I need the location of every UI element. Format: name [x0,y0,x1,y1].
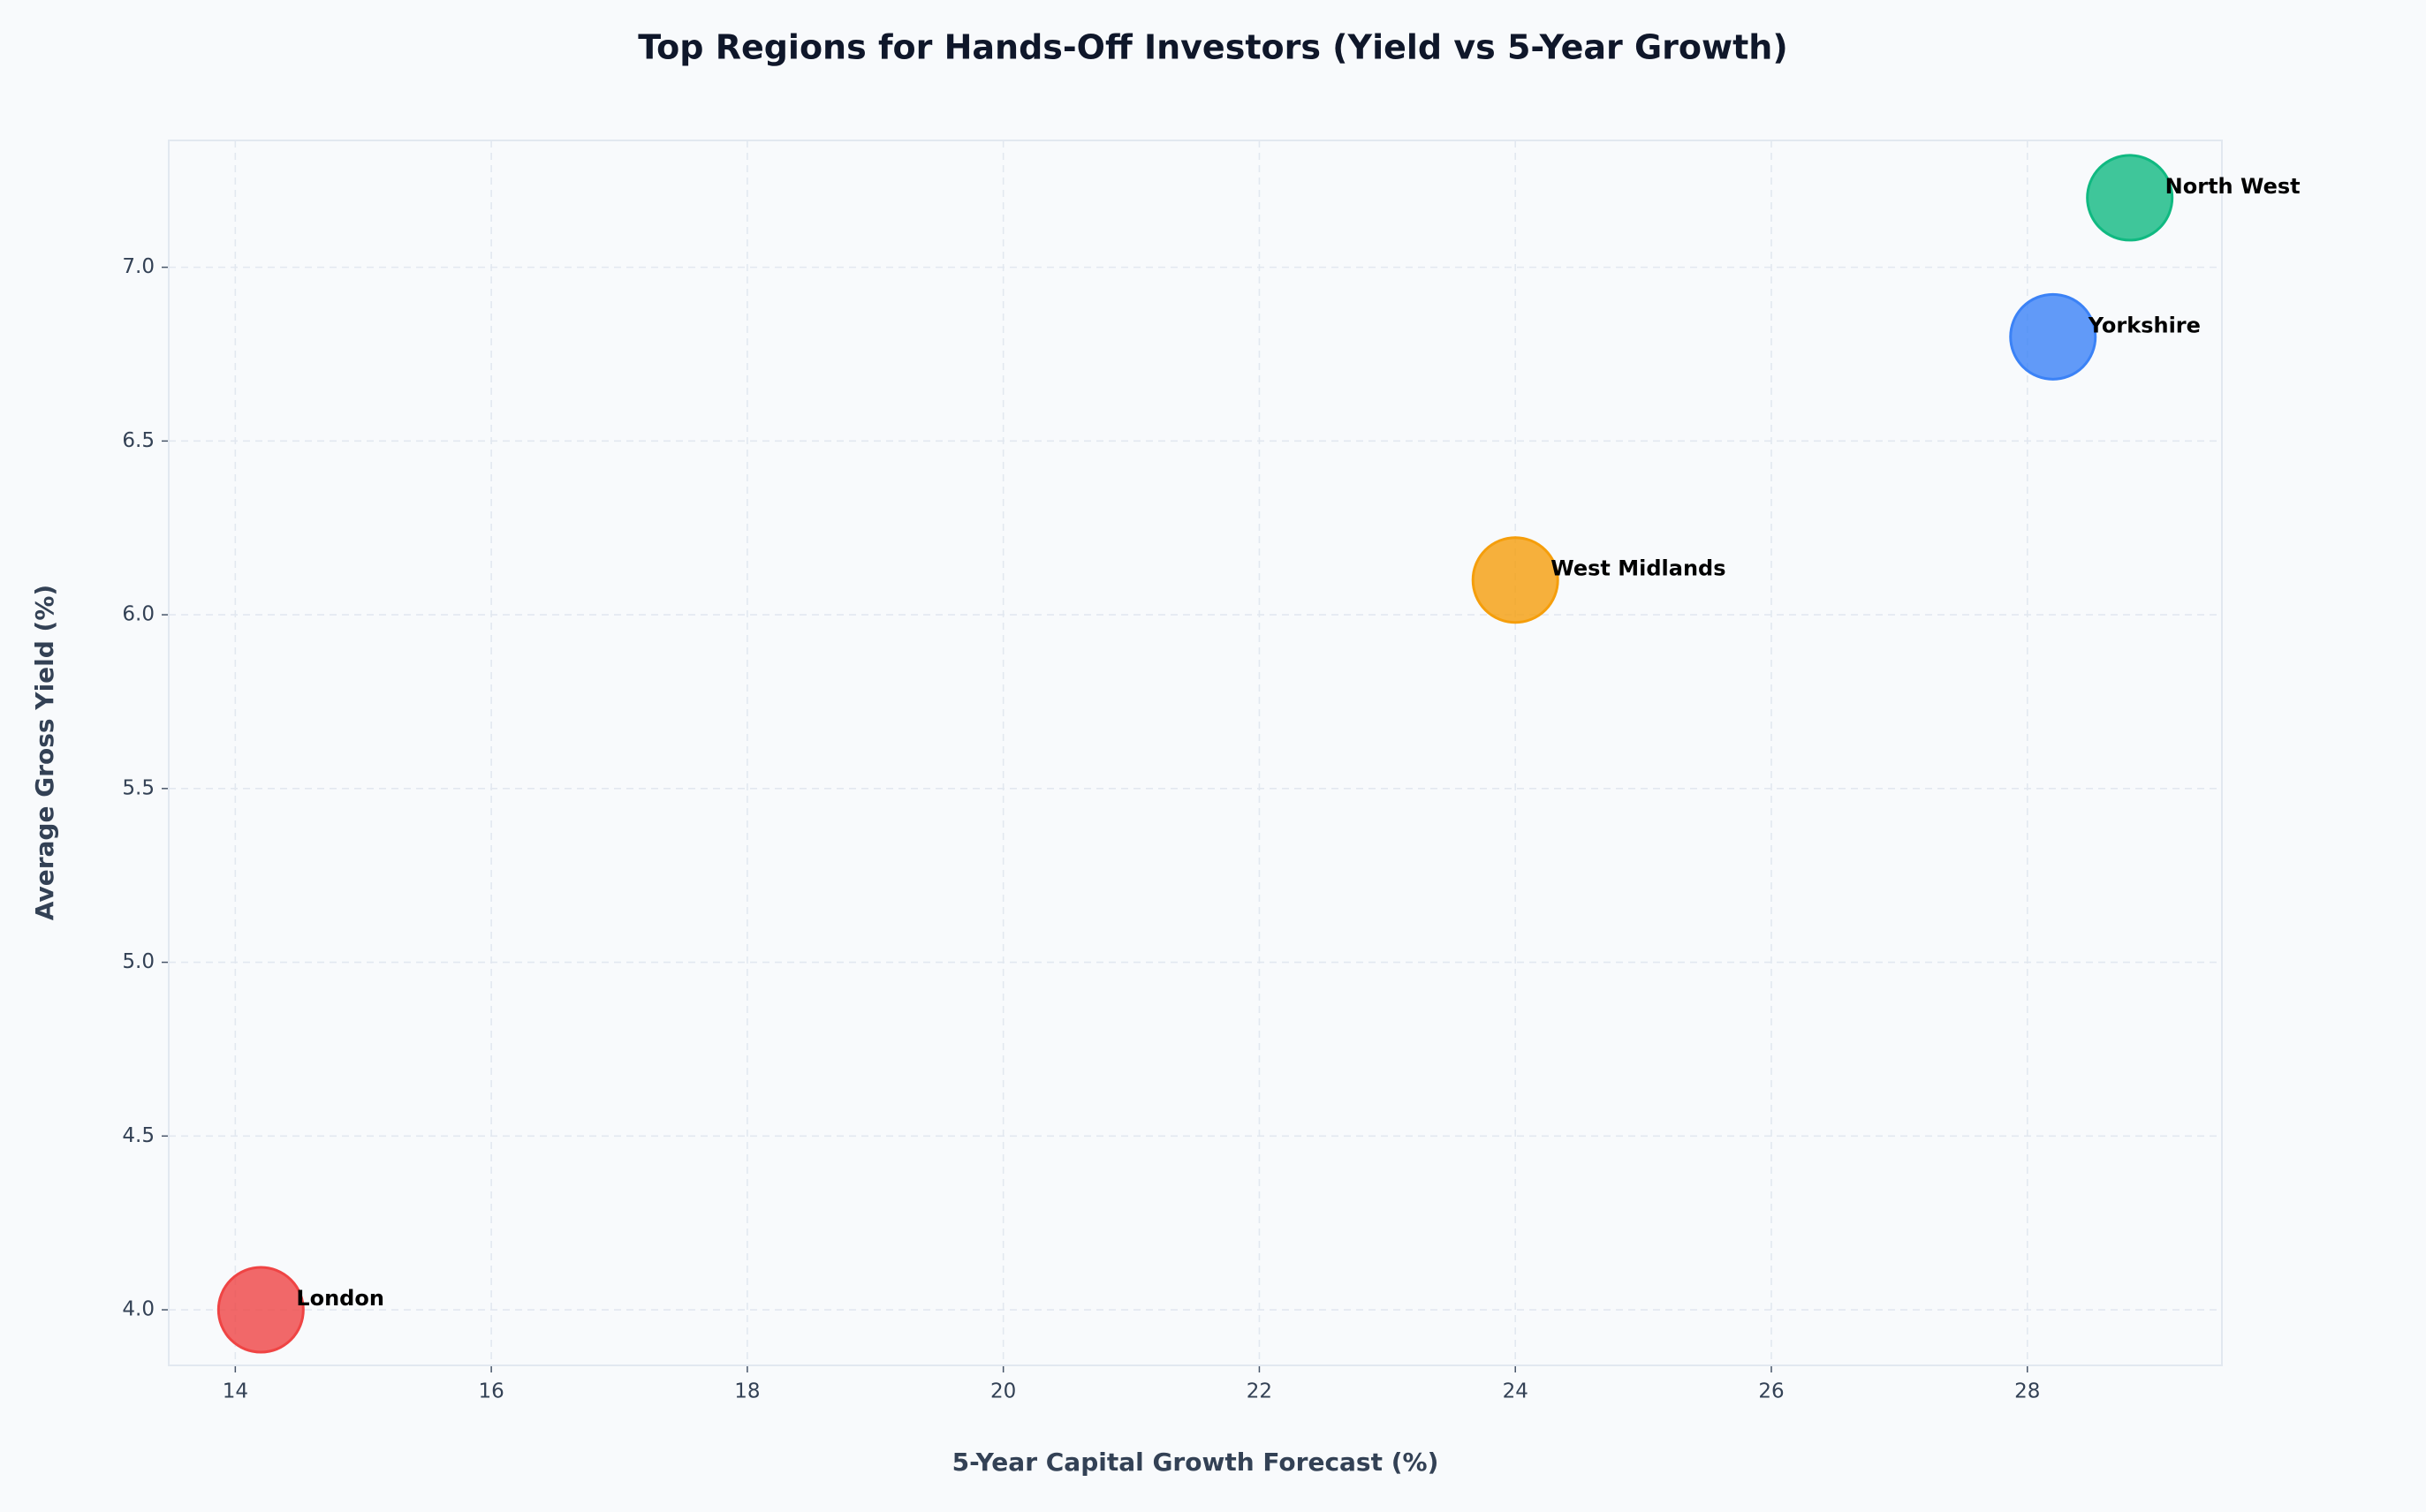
x-tick-label: 16 [478,1380,504,1403]
y-tick-label: 5.5 [122,776,155,799]
y-tick-label: 6.5 [122,429,155,452]
y-tick-label: 4.5 [122,1124,155,1147]
y-tick-label: 4.0 [122,1298,155,1321]
y-tick-label: 7.0 [122,255,155,278]
y-axis-label: Average Gross Yield (%) [30,585,59,920]
point [2086,154,2174,242]
x-tick-label: 28 [2014,1380,2040,1403]
y-tick-label: 5.0 [122,950,155,973]
x-tick-label: 22 [1247,1380,1272,1403]
x-tick-label: 14 [223,1380,248,1403]
point-label: London [296,1286,384,1311]
x-tick-label: 26 [1758,1380,1784,1403]
point-label: Yorkshire [2088,313,2201,337]
x-tick-label: 24 [1503,1380,1528,1403]
point [216,1266,305,1354]
point [2009,292,2097,381]
x-axis-label: 5-Year Capital Growth Forecast (%) [952,1448,1439,1477]
point [1471,536,1559,624]
x-tick-label: 18 [734,1380,760,1403]
point-label: North West [2165,174,2301,199]
y-tick-label: 6.0 [122,603,155,626]
plot-frame [168,140,2223,1366]
point-label: West Midlands [1550,556,1725,581]
x-tick-label: 20 [990,1380,1016,1403]
chart-title: Top Regions for Hands-Off Investors (Yie… [638,28,1787,67]
